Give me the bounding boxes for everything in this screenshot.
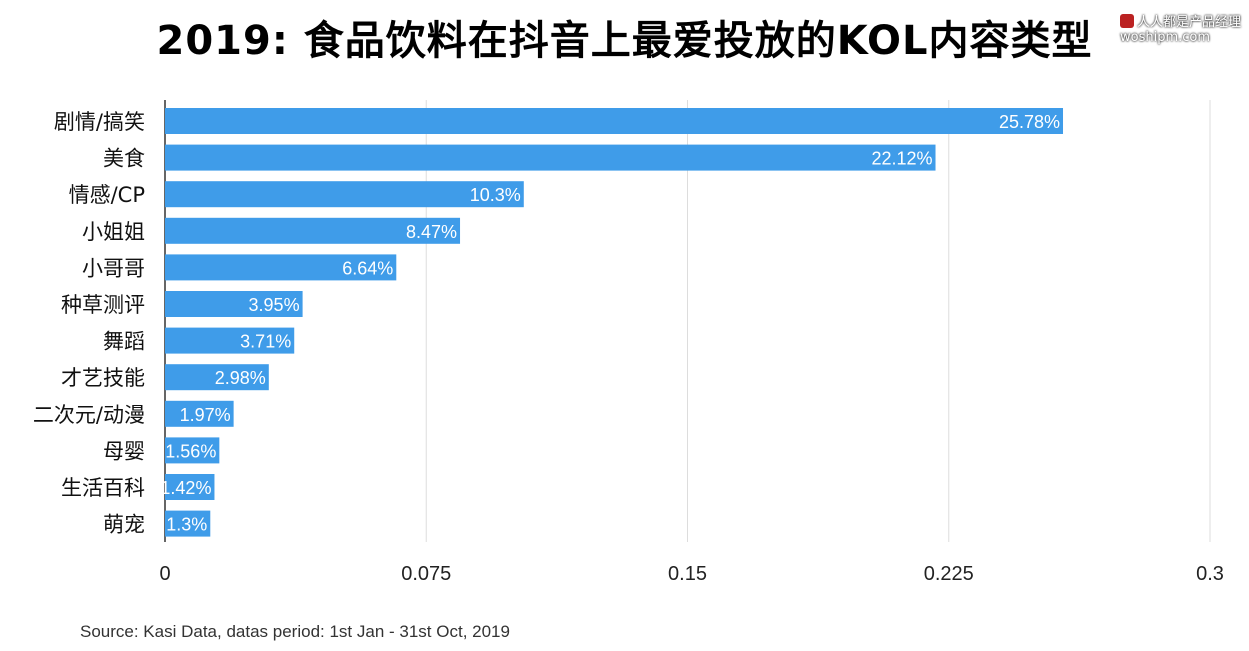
x-tick-label: 0.3 bbox=[1196, 563, 1224, 585]
bar bbox=[165, 510, 211, 537]
data-label: 6.64% bbox=[342, 258, 393, 278]
category-label: 美食 bbox=[103, 147, 145, 171]
bar bbox=[165, 108, 1064, 134]
data-label: 3.71% bbox=[240, 332, 291, 352]
data-label: 8.47% bbox=[406, 222, 457, 242]
chart-title: 2019: 食品饮料在抖音上最爱投放的KOL内容类型 bbox=[156, 18, 1093, 64]
bars: 25.78% 22.12% 10.3% 8.47% 6.64% 3.95% 3.71% 2.9… bbox=[160, 108, 1064, 537]
category-label: 萌宠 bbox=[103, 513, 145, 537]
data-label: 10.3% bbox=[470, 185, 521, 205]
bar bbox=[165, 437, 220, 464]
bar bbox=[165, 400, 234, 427]
watermark-line2: woshipm.com bbox=[1119, 30, 1211, 45]
category-label: 情感/CP bbox=[69, 183, 145, 207]
watermark-logo-icon bbox=[1119, 14, 1134, 28]
data-label: 1.42% bbox=[160, 478, 211, 498]
x-tick-label: 0.15 bbox=[668, 563, 707, 585]
bar bbox=[165, 254, 397, 281]
data-label: 3.95% bbox=[249, 295, 300, 315]
data-label: 1.3% bbox=[166, 515, 207, 535]
category-label: 种草测评 bbox=[61, 293, 145, 317]
data-label: 1.56% bbox=[165, 441, 216, 461]
data-label: 1.97% bbox=[180, 405, 231, 425]
category-label: 剧情/搞笑 bbox=[54, 110, 145, 134]
watermark-line1: 人人都是产品经理 bbox=[1136, 15, 1241, 30]
bar bbox=[165, 217, 461, 244]
x-tick-label: 0.225 bbox=[924, 563, 974, 585]
bar bbox=[165, 181, 524, 208]
bar bbox=[165, 291, 303, 317]
category-label: 二次元/动漫 bbox=[33, 403, 145, 427]
data-label: 2.98% bbox=[215, 368, 266, 388]
category-label: 母婴 bbox=[103, 439, 145, 463]
source-note: Source: Kasi Data, datas period: 1st Jan… bbox=[80, 622, 510, 641]
bar bbox=[165, 144, 936, 171]
data-label: 22.12% bbox=[871, 149, 932, 169]
bar bbox=[165, 327, 295, 354]
x-tick-labels: 0 0.075 0.15 0.225 0.3 bbox=[159, 563, 1223, 585]
watermark: 人人都是产品经理 woshipm.com bbox=[1119, 14, 1241, 45]
data-label: 25.78% bbox=[999, 112, 1060, 132]
category-label: 小姐姐 bbox=[82, 220, 145, 244]
category-label: 小哥哥 bbox=[82, 256, 145, 280]
bar bbox=[165, 474, 215, 500]
grid-lines bbox=[164, 100, 1211, 542]
x-tick-label: 0 bbox=[159, 563, 170, 585]
category-label: 生活百科 bbox=[61, 476, 145, 500]
category-label: 舞蹈 bbox=[103, 330, 145, 354]
x-tick-label: 0.075 bbox=[401, 563, 451, 585]
bar bbox=[165, 364, 269, 391]
category-label: 才艺技能 bbox=[61, 366, 145, 390]
